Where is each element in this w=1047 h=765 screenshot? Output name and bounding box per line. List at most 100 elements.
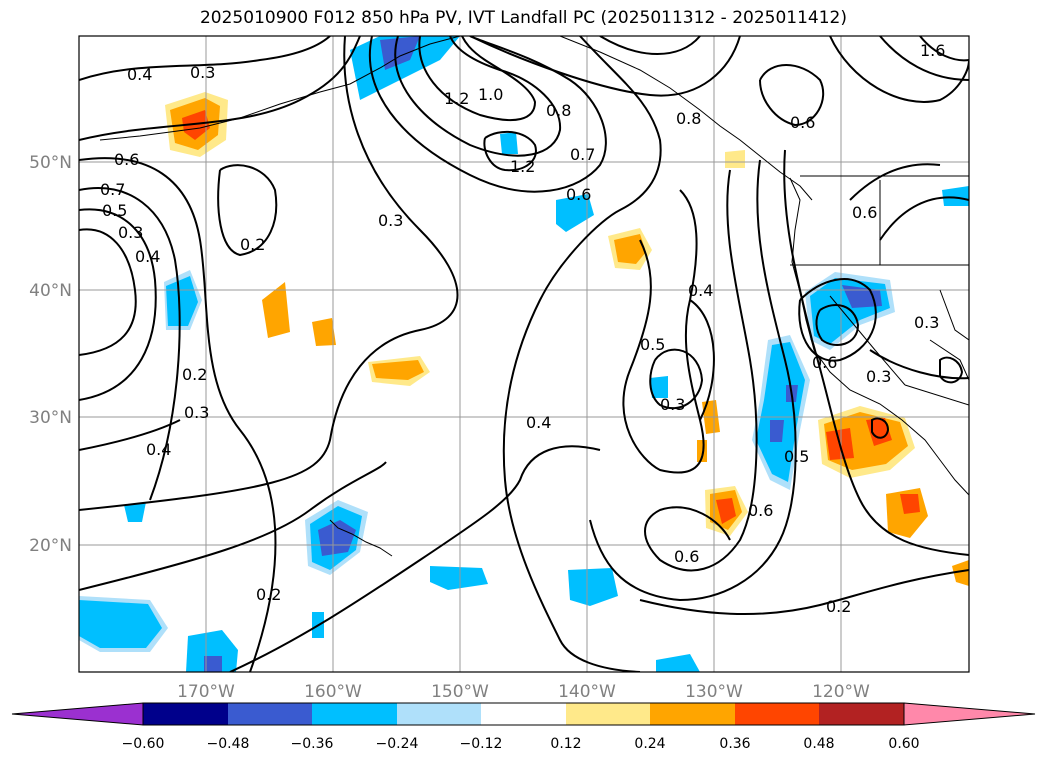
negative-patch [770,420,784,442]
lon-label: 160°W [304,682,362,702]
contour-label: 0.4 [146,440,171,459]
contour-label: 0.8 [546,101,571,120]
negative-patch [500,132,518,154]
colorbar-segment [228,703,312,725]
contour-label: 0.3 [190,63,215,82]
positive-patch [952,560,969,586]
contour-label: 0.4 [135,247,160,266]
colorbar-segment [650,703,735,725]
negative-patch [204,656,222,672]
lon-label: 130°W [685,682,743,702]
negative-patch [166,276,198,326]
positive-patch [262,282,290,338]
lon-label: 150°W [431,682,489,702]
contour-label: 0.2 [240,235,265,254]
negative-patch [650,376,668,398]
contour-label: 0.4 [688,281,713,300]
colorbar-tick: −0.12 [460,736,503,752]
colorbar-segment [312,703,397,725]
lat-label: 40°N [29,281,72,301]
contour-labels: 0.4 0.3 0.6 0.7 0.5 0.3 0.4 0.2 0.2 0.3 … [100,41,945,616]
contour-label: 0.8 [676,109,701,128]
lat-label: 30°N [29,408,72,428]
colorbar-frame [142,702,905,726]
contour-label: 0.3 [118,223,143,242]
contour-label: 0.6 [812,353,837,372]
colorbar-ticks: −0.60 −0.48 −0.36 −0.24 −0.12 0.12 0.24 … [122,736,920,752]
contour-label: 0.6 [852,203,877,222]
colorbar-tick: 0.36 [719,736,750,752]
contour-label: 0.3 [184,403,209,422]
contour-label: 0.5 [640,335,665,354]
contour-label: 1.6 [920,41,945,60]
negative-patch [556,194,594,232]
latitude-labels: 50°N 40°N 30°N 20°N [29,153,72,556]
negative-patch [350,36,460,100]
contour-label: 1.2 [510,157,535,176]
colorbar-segment [819,703,904,725]
positive-patch [614,234,646,264]
map-title: 2025010900 F012 850 hPa PV, IVT Landfall… [199,8,847,28]
contour-label: 0.3 [866,367,891,386]
coastlines [99,36,969,557]
map-plot-area: 0.4 0.3 0.6 0.7 0.5 0.3 0.4 0.2 0.2 0.3 … [79,36,969,672]
negative-patch [79,600,162,648]
colorbar-tick: −0.48 [207,736,250,752]
colorbar-segment [566,703,650,725]
contour-label: 0.6 [790,113,815,132]
contour-label: 0.3 [660,395,685,414]
contour-label: 0.6 [114,150,139,169]
contour-label: 0.3 [378,211,403,230]
colorbar-extend-high [903,702,1036,726]
negative-patch [756,342,805,482]
negative-patch [842,285,882,308]
lon-label: 140°W [558,682,616,702]
plot-frame [78,35,970,673]
positive-patch [182,110,210,140]
contour-label: 0.5 [784,447,809,466]
colorbar-tick: 0.12 [550,736,581,752]
negative-patch [656,654,700,672]
colorbar-segment [397,703,481,725]
lon-label: 120°W [812,682,870,702]
colorbar-tick: −0.24 [376,736,419,752]
negative-patch [430,566,488,590]
graticule [79,36,969,672]
positive-patch [372,360,424,380]
negative-patch [186,630,238,672]
positive-patch [312,318,336,346]
colorbar-tick: 0.60 [888,736,919,752]
positive-patch [716,498,736,524]
colorbar-tick: −0.36 [291,736,334,752]
colorbar-tick: 0.24 [634,736,665,752]
contour-label: 0.2 [182,365,207,384]
contour-label: 0.2 [256,585,281,604]
negative-patch [318,520,356,556]
lat-label: 50°N [29,153,72,173]
contour-label: 0.7 [100,180,125,199]
colorbar-segment [143,703,228,725]
lon-label: 170°W [177,682,235,702]
contour-label: 0.6 [674,547,699,566]
contour-label: 0.4 [127,65,152,84]
shaded-anomalies [79,36,969,672]
contour-lines [79,36,969,672]
colorbar-extend-low [11,702,144,726]
contour-label: 0.2 [826,597,851,616]
contour-label: 1.0 [478,85,503,104]
positive-patch [900,494,920,514]
positive-patch [725,150,745,168]
longitude-labels: 170°W 160°W 150°W 140°W 130°W 120°W [177,682,870,702]
contour-label: 0.3 [914,313,939,332]
contour-label: 0.6 [748,501,773,520]
colorbar-segment [481,703,566,725]
colorbar-segment [735,703,819,725]
negative-patch [568,568,618,606]
contour-label: 1.2 [444,89,469,108]
contour-label: 0.5 [102,201,127,220]
lat-label: 20°N [29,536,72,556]
negative-patch [942,186,969,206]
contour-label: 0.7 [570,145,595,164]
colorbar-tick: −0.60 [122,736,165,752]
